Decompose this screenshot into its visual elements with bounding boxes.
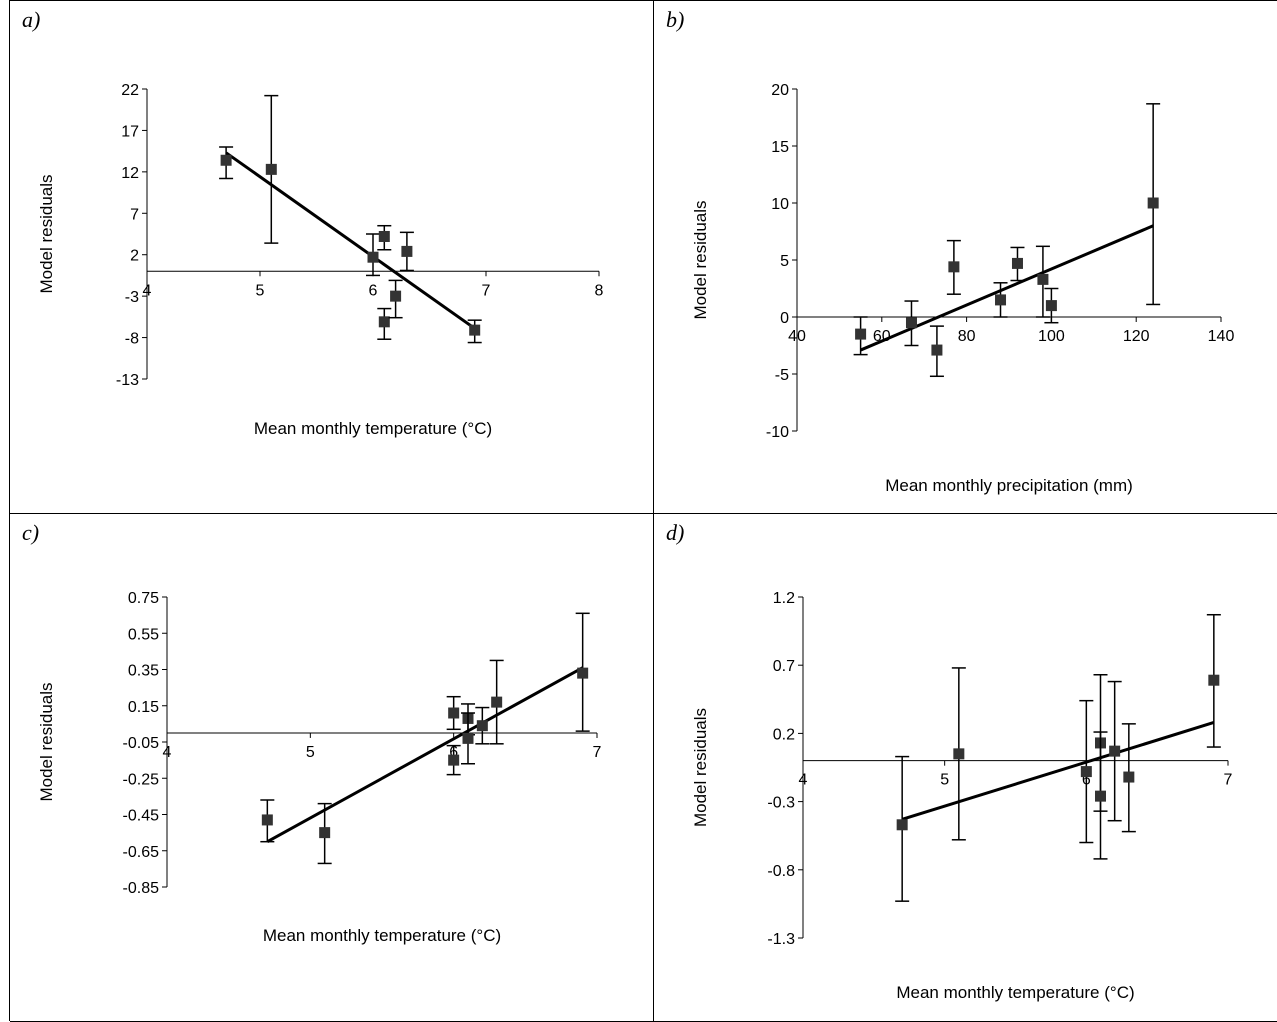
x-tick-label: 4 <box>163 744 172 761</box>
x-axis-title: Mean monthly temperature (°C) <box>254 419 492 438</box>
data-point <box>995 294 1006 305</box>
panel-d: d) 1.20.70.2-0.3-0.8-1.34567Model residu… <box>654 514 1277 1022</box>
y-tick-label: -10 <box>766 424 789 441</box>
data-point <box>262 814 273 825</box>
x-tick-label: 100 <box>1038 328 1065 345</box>
y-tick-label: -0.65 <box>123 844 160 861</box>
data-point <box>1148 198 1159 209</box>
data-point <box>463 733 474 744</box>
x-tick-label: 120 <box>1123 328 1150 345</box>
data-point <box>1037 274 1048 285</box>
data-point <box>390 291 401 302</box>
y-tick-label: 0.75 <box>128 590 159 607</box>
data-point <box>1208 675 1219 686</box>
x-axis-title: Mean monthly temperature (°C) <box>263 926 501 945</box>
y-tick-label: 2 <box>130 248 139 265</box>
panel-b: b) 20 15 10 5 0 -5 -10 40 60 80 100 120 140 Model res… <box>654 1 1277 514</box>
data-point <box>948 261 959 272</box>
data-point <box>469 325 480 336</box>
y-tick-label: 0.2 <box>773 726 795 743</box>
chart-c: 0.75 0.55 0.35 0.15 -0.05 -0.25 -0.45 -0.65 -0.8… <box>10 514 654 1022</box>
y-tick-label: 15 <box>771 139 789 156</box>
trend-line <box>226 153 475 329</box>
x-tick-label: 80 <box>958 328 976 345</box>
x-tick-label: 7 <box>593 744 602 761</box>
y-tick-label: 0.35 <box>128 663 159 680</box>
chart-a: 22 17 12 7 2 -3 -8 -13 4 5 6 7 8 Model residuals Mean … <box>10 1 654 514</box>
y-tick-label: -0.3 <box>767 795 795 812</box>
data-point <box>1123 772 1134 783</box>
y-axis-title: Model residuals <box>37 682 56 801</box>
data-point <box>319 827 330 838</box>
y-tick-label: -8 <box>125 331 139 348</box>
x-axis-title: Mean monthly precipitation (mm) <box>885 476 1133 495</box>
data-point <box>477 720 488 731</box>
y-tick-label: -0.25 <box>123 771 160 788</box>
data-point <box>1012 258 1023 269</box>
data-point <box>448 755 459 766</box>
y-tick-label: -13 <box>116 372 139 389</box>
data-point <box>368 252 379 263</box>
chart-d: 1.20.70.2-0.3-0.8-1.34567Model residuals… <box>654 514 1277 1022</box>
data-point <box>897 819 908 830</box>
x-axis-title: Mean monthly temperature (°C) <box>896 983 1134 1002</box>
x-tick-label: 7 <box>482 282 491 299</box>
data-point <box>1109 746 1120 757</box>
y-tick-label: 20 <box>771 82 789 99</box>
x-tick-label: 5 <box>256 282 265 299</box>
y-tick-label: 0.7 <box>773 658 795 675</box>
x-tick-label: 6 <box>369 282 378 299</box>
data-point <box>266 164 277 175</box>
y-tick-label: 10 <box>771 196 789 213</box>
y-tick-label: -3 <box>125 289 139 306</box>
data-point <box>401 246 412 257</box>
x-tick-label: 5 <box>940 772 949 789</box>
data-point <box>491 697 502 708</box>
data-point <box>221 155 232 166</box>
panel-c: c) 0.75 0.55 0.35 0.15 -0.05 -0.25 -0.45 -0.65 -… <box>10 514 654 1022</box>
y-tick-label: 12 <box>121 165 139 182</box>
data-point <box>448 708 459 719</box>
y-tick-label: -0.8 <box>767 863 795 880</box>
x-tick-label: 4 <box>799 772 808 789</box>
data-point <box>379 231 390 242</box>
data-point <box>1081 766 1092 777</box>
y-axis-title: Model residuals <box>691 708 710 827</box>
data-point <box>855 329 866 340</box>
y-tick-label: 0.15 <box>128 699 159 716</box>
figure-grid: a) 22 17 12 7 2 -3 -8 -13 4 5 6 7 8 Model residuals Me… <box>9 0 1277 1021</box>
data-point <box>577 668 588 679</box>
y-tick-label: -0.45 <box>123 808 160 825</box>
panel-a: a) 22 17 12 7 2 -3 -8 -13 4 5 6 7 8 Model residuals Me… <box>10 1 654 514</box>
x-tick-label: 40 <box>788 328 806 345</box>
data-point <box>379 316 390 327</box>
trend-line <box>861 226 1154 350</box>
y-axis-title: Model residuals <box>691 200 710 319</box>
x-tick-label: 140 <box>1208 328 1235 345</box>
y-tick-label: -0.85 <box>123 880 160 897</box>
data-point <box>953 748 964 759</box>
y-tick-label: 7 <box>130 206 139 223</box>
y-tick-label: 0.55 <box>128 626 159 643</box>
data-point <box>1046 300 1057 311</box>
data-point <box>931 345 942 356</box>
x-tick-label: 7 <box>1224 772 1233 789</box>
x-tick-label: 4 <box>143 282 152 299</box>
y-tick-label: 0 <box>780 310 789 327</box>
y-tick-label: -0.05 <box>123 735 160 752</box>
y-tick-label: -5 <box>775 367 789 384</box>
y-tick-label: 22 <box>121 82 139 99</box>
y-tick-label: -1.3 <box>767 931 795 948</box>
data-point <box>1095 791 1106 802</box>
y-tick-label: 1.2 <box>773 590 795 607</box>
y-axis-title: Model residuals <box>37 174 56 293</box>
data-point <box>906 317 917 328</box>
x-tick-label: 5 <box>306 744 315 761</box>
x-tick-label: 8 <box>595 282 604 299</box>
y-tick-label: 5 <box>780 253 789 270</box>
y-tick-label: 17 <box>121 123 139 140</box>
